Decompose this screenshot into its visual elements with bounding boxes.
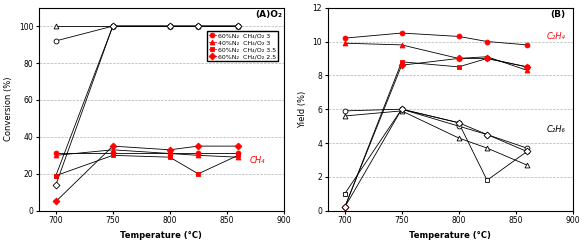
Text: C₂H₄: C₂H₄ xyxy=(546,32,565,41)
Y-axis label: Yield (%): Yield (%) xyxy=(298,91,307,128)
Text: (A)O₂: (A)O₂ xyxy=(255,10,283,19)
Text: (B): (B) xyxy=(550,10,565,19)
Legend: 60%N₂  CH₄/O₂ 3, 40%N₂  CH₄/O₂ 3, 60%N₂  CH₄/O₂ 3.5, 60%N₂  CH₄/O₂ 2.5: 60%N₂ CH₄/O₂ 3, 40%N₂ CH₄/O₂ 3, 60%N₂ CH… xyxy=(207,31,278,61)
X-axis label: Temperature (°C): Temperature (°C) xyxy=(409,231,491,240)
Text: CH₄: CH₄ xyxy=(249,156,265,165)
Text: C₂H₆: C₂H₆ xyxy=(546,125,565,134)
Y-axis label: Conversion (%): Conversion (%) xyxy=(4,77,13,142)
X-axis label: Temperature (°C): Temperature (°C) xyxy=(120,231,202,240)
